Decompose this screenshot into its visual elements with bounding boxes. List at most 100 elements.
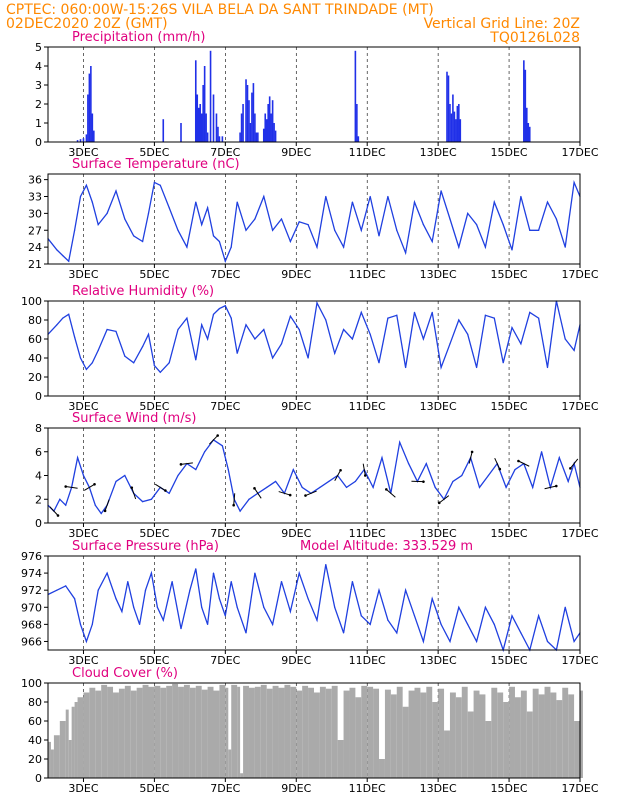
temperature-point-25 xyxy=(224,260,226,262)
pressure-point-42 xyxy=(360,615,362,617)
humidity-point-57 xyxy=(502,362,504,364)
cloud-bar-4 xyxy=(65,709,69,778)
temperature-point-16 xyxy=(159,184,161,186)
cloud-bar-36 xyxy=(237,686,241,778)
wind-point-20 xyxy=(195,468,197,471)
pressure-point-17 xyxy=(162,619,164,621)
cloud-bar-85 xyxy=(520,690,527,778)
cloud-bar-58 xyxy=(361,685,368,778)
pressure-point-31 xyxy=(263,606,265,608)
wind-point-26 xyxy=(239,510,241,512)
cloud-cover-ytick-label-0: 0 xyxy=(35,772,42,785)
wind-point-39 xyxy=(354,480,356,483)
wind-point-17 xyxy=(168,492,170,494)
precip-bar-26 xyxy=(239,132,241,142)
cloud-cover-ytick-label-2: 40 xyxy=(28,734,42,747)
pressure-point-29 xyxy=(245,632,247,634)
temperature-point-39 xyxy=(342,246,345,248)
temperature-point-27 xyxy=(236,201,238,203)
temperature-point-51 xyxy=(449,218,451,220)
temperature-point-61 xyxy=(538,229,540,231)
pressure-point-1 xyxy=(56,589,58,591)
temperature-point-38 xyxy=(334,229,336,231)
wind-series-line xyxy=(47,439,581,515)
temperature-point-54 xyxy=(475,224,478,226)
wind-arrow-43 xyxy=(385,488,396,498)
cloud-bar-20 xyxy=(148,686,155,778)
pressure-point-4 xyxy=(79,623,82,625)
wind-point-57 xyxy=(514,468,516,471)
precip-bar-18 xyxy=(205,113,207,142)
temperature-point-8 xyxy=(97,224,99,226)
humidity-point-3 xyxy=(68,313,70,315)
wind-point-23 xyxy=(221,445,223,447)
cloud-bar-50 xyxy=(314,692,320,778)
wind-xtick-label-2: 7DEC xyxy=(210,527,240,540)
cloud-cover-frame xyxy=(47,682,581,779)
cloud-bar-47 xyxy=(296,690,303,778)
wind-point-6 xyxy=(82,474,85,477)
humidity-point-60 xyxy=(529,311,531,313)
humidity-point-10 xyxy=(115,330,117,332)
temperature-point-6 xyxy=(85,184,88,186)
pressure-point-62 xyxy=(538,615,540,617)
humidity-point-41 xyxy=(360,311,362,313)
humidity-ytick-label-4: 80 xyxy=(28,314,42,327)
wind-arrowhead-1 xyxy=(56,514,60,517)
precipitation-xtick-label-6: 15DEC xyxy=(491,146,528,159)
precipitation-xtick-label-3: 9DEC xyxy=(281,146,311,159)
humidity-point-22 xyxy=(207,338,209,340)
wind-point-24 xyxy=(227,468,229,471)
cloud-bar-92 xyxy=(562,687,569,778)
wind-arrowhead-37 xyxy=(339,468,342,472)
humidity-ytick-label-2: 40 xyxy=(28,352,42,365)
cloud-cover-xtick-label-3: 9DEC xyxy=(281,782,311,795)
cloud-bar-81 xyxy=(497,692,504,778)
precipitation-title: Precipitation (mm/h) xyxy=(72,30,205,45)
temperature-point-42 xyxy=(369,195,371,198)
precipitation-xtick-label-5: 13DEC xyxy=(420,146,457,159)
precipitation-ytick-label-5: 5 xyxy=(35,41,42,54)
temperature-panel: Surface Temperature (nC) 21 24 27 30 33 36 3DEC… xyxy=(28,157,599,281)
temperature-point-41 xyxy=(360,229,362,231)
pressure-point-9 xyxy=(115,598,117,600)
cloud-bar-86 xyxy=(526,711,533,778)
temperature-point-12 xyxy=(133,235,135,237)
precip-bar-21 xyxy=(212,94,215,142)
precip-bar-19 xyxy=(206,132,209,142)
temperature-point-62 xyxy=(546,201,549,203)
pressure-point-8 xyxy=(106,572,108,574)
humidity-point-59 xyxy=(520,343,522,345)
wind-arrow-25 xyxy=(233,493,236,506)
humidity-point-37 xyxy=(325,319,327,321)
temperature-frame xyxy=(47,173,581,265)
wind-ytick-label-3: 6 xyxy=(35,446,42,459)
cloud-bar-24 xyxy=(172,683,179,778)
wind-point-51 xyxy=(461,474,463,477)
temperature-xtick-label-7: 17DEC xyxy=(561,268,598,281)
temperature-point-13 xyxy=(141,240,144,243)
wind-arrowhead-46 xyxy=(422,480,425,483)
humidity-point-15 xyxy=(153,365,155,367)
wind-arrowhead-40 xyxy=(363,474,367,477)
humidity-point-51 xyxy=(449,343,451,345)
wind-arrow-40 xyxy=(362,463,366,476)
humidity-point-62 xyxy=(546,366,549,369)
precip-bar-22 xyxy=(215,113,218,142)
wind-arrowhead-16 xyxy=(164,489,167,492)
wind-point-30 xyxy=(274,480,277,483)
humidity-point-12 xyxy=(133,362,135,364)
header-station: CPTEC: 060:00W-15:26S VILA BELA DA SANT … xyxy=(6,2,434,18)
cloud-bar-45 xyxy=(284,684,291,778)
humidity-point-4 xyxy=(74,336,76,338)
pressure-point-47 xyxy=(405,589,407,591)
humidity-point-46 xyxy=(405,366,407,369)
cloud-bar-18 xyxy=(136,687,143,778)
cloud-bar-56 xyxy=(349,687,356,778)
humidity-point-50 xyxy=(440,366,442,369)
wind-arrowhead-61 xyxy=(554,484,558,488)
cloud-bar-38 xyxy=(243,685,249,778)
humidity-point-44 xyxy=(387,317,389,319)
wind-point-53 xyxy=(478,486,481,488)
precip-bar-5 xyxy=(88,73,91,142)
